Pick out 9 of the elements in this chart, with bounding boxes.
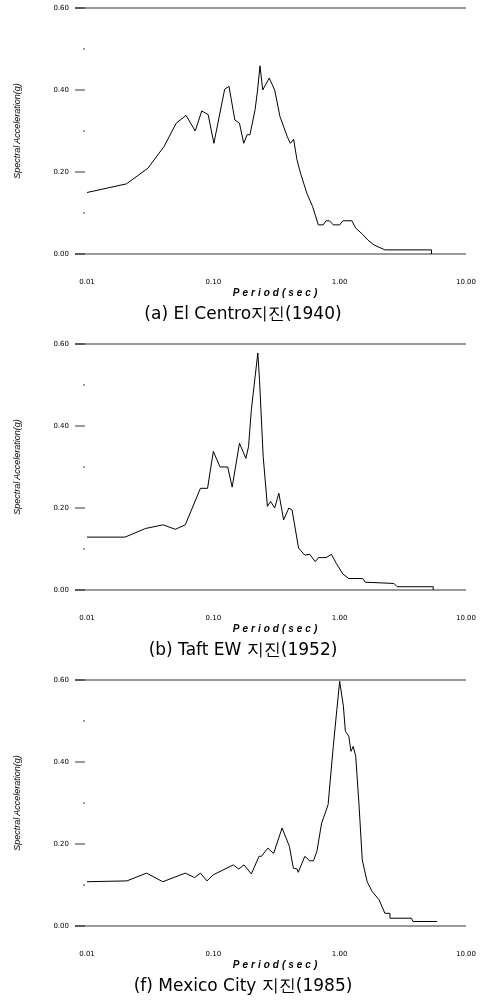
y-axis-title: Spectral Acceleration(g) [12, 419, 22, 515]
x-axis-title: Period(sec) [232, 959, 321, 970]
y-axis-title: Spectral Acceleration(g) [12, 755, 22, 851]
x-axis-title: Period(sec) [232, 287, 321, 298]
y-axis-title: Spectral Acceleration(g) [12, 83, 22, 179]
text: (a) El Centro지진(1940) [144, 303, 342, 323]
text: (b) Taft EW 지진(1952) [148, 639, 338, 659]
x-axis-title: Period(sec) [232, 623, 321, 634]
text: (f) Mexico City 지진(1985) [133, 975, 353, 995]
